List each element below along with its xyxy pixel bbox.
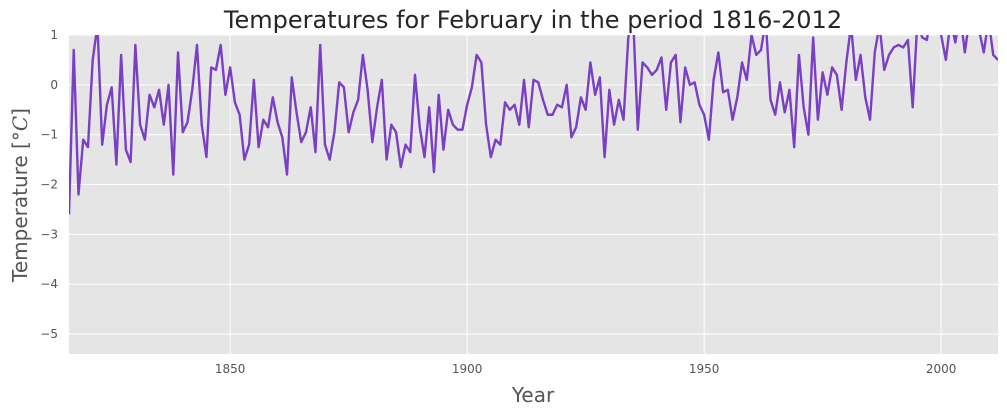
y-axis-label-text: Temperature [ bbox=[8, 141, 32, 283]
y-tick-label: 0 bbox=[50, 78, 58, 92]
x-tick-label: 1950 bbox=[689, 362, 720, 376]
x-tick-label: 2000 bbox=[926, 362, 957, 376]
y-tick-label: −1 bbox=[40, 128, 58, 142]
y-tick-label: −3 bbox=[40, 227, 58, 241]
grid-lines bbox=[69, 34, 998, 354]
y-tick-label: −4 bbox=[40, 277, 58, 291]
temperature-series-line bbox=[69, 35, 998, 215]
y-tick-labels: 1 0 −1 −2 −3 −4 −5 bbox=[40, 28, 58, 341]
chart-title: Temperatures for February in the period … bbox=[223, 6, 842, 34]
x-tick-label: 1850 bbox=[215, 362, 246, 376]
x-tick-labels: 1850 1900 1950 2000 bbox=[215, 362, 957, 376]
series-layer bbox=[69, 35, 998, 215]
y-axis-label-close: ] bbox=[8, 108, 32, 116]
x-tick-label: 1900 bbox=[452, 362, 483, 376]
y-tick-label: 1 bbox=[50, 28, 58, 42]
y-axis-label: Temperature [°C] bbox=[8, 108, 32, 283]
y-tick-label: −5 bbox=[40, 327, 58, 341]
y-axis-label-unit: °C bbox=[8, 116, 32, 141]
y-tick-label: −2 bbox=[40, 178, 58, 192]
x-axis-label: Year bbox=[511, 383, 555, 407]
